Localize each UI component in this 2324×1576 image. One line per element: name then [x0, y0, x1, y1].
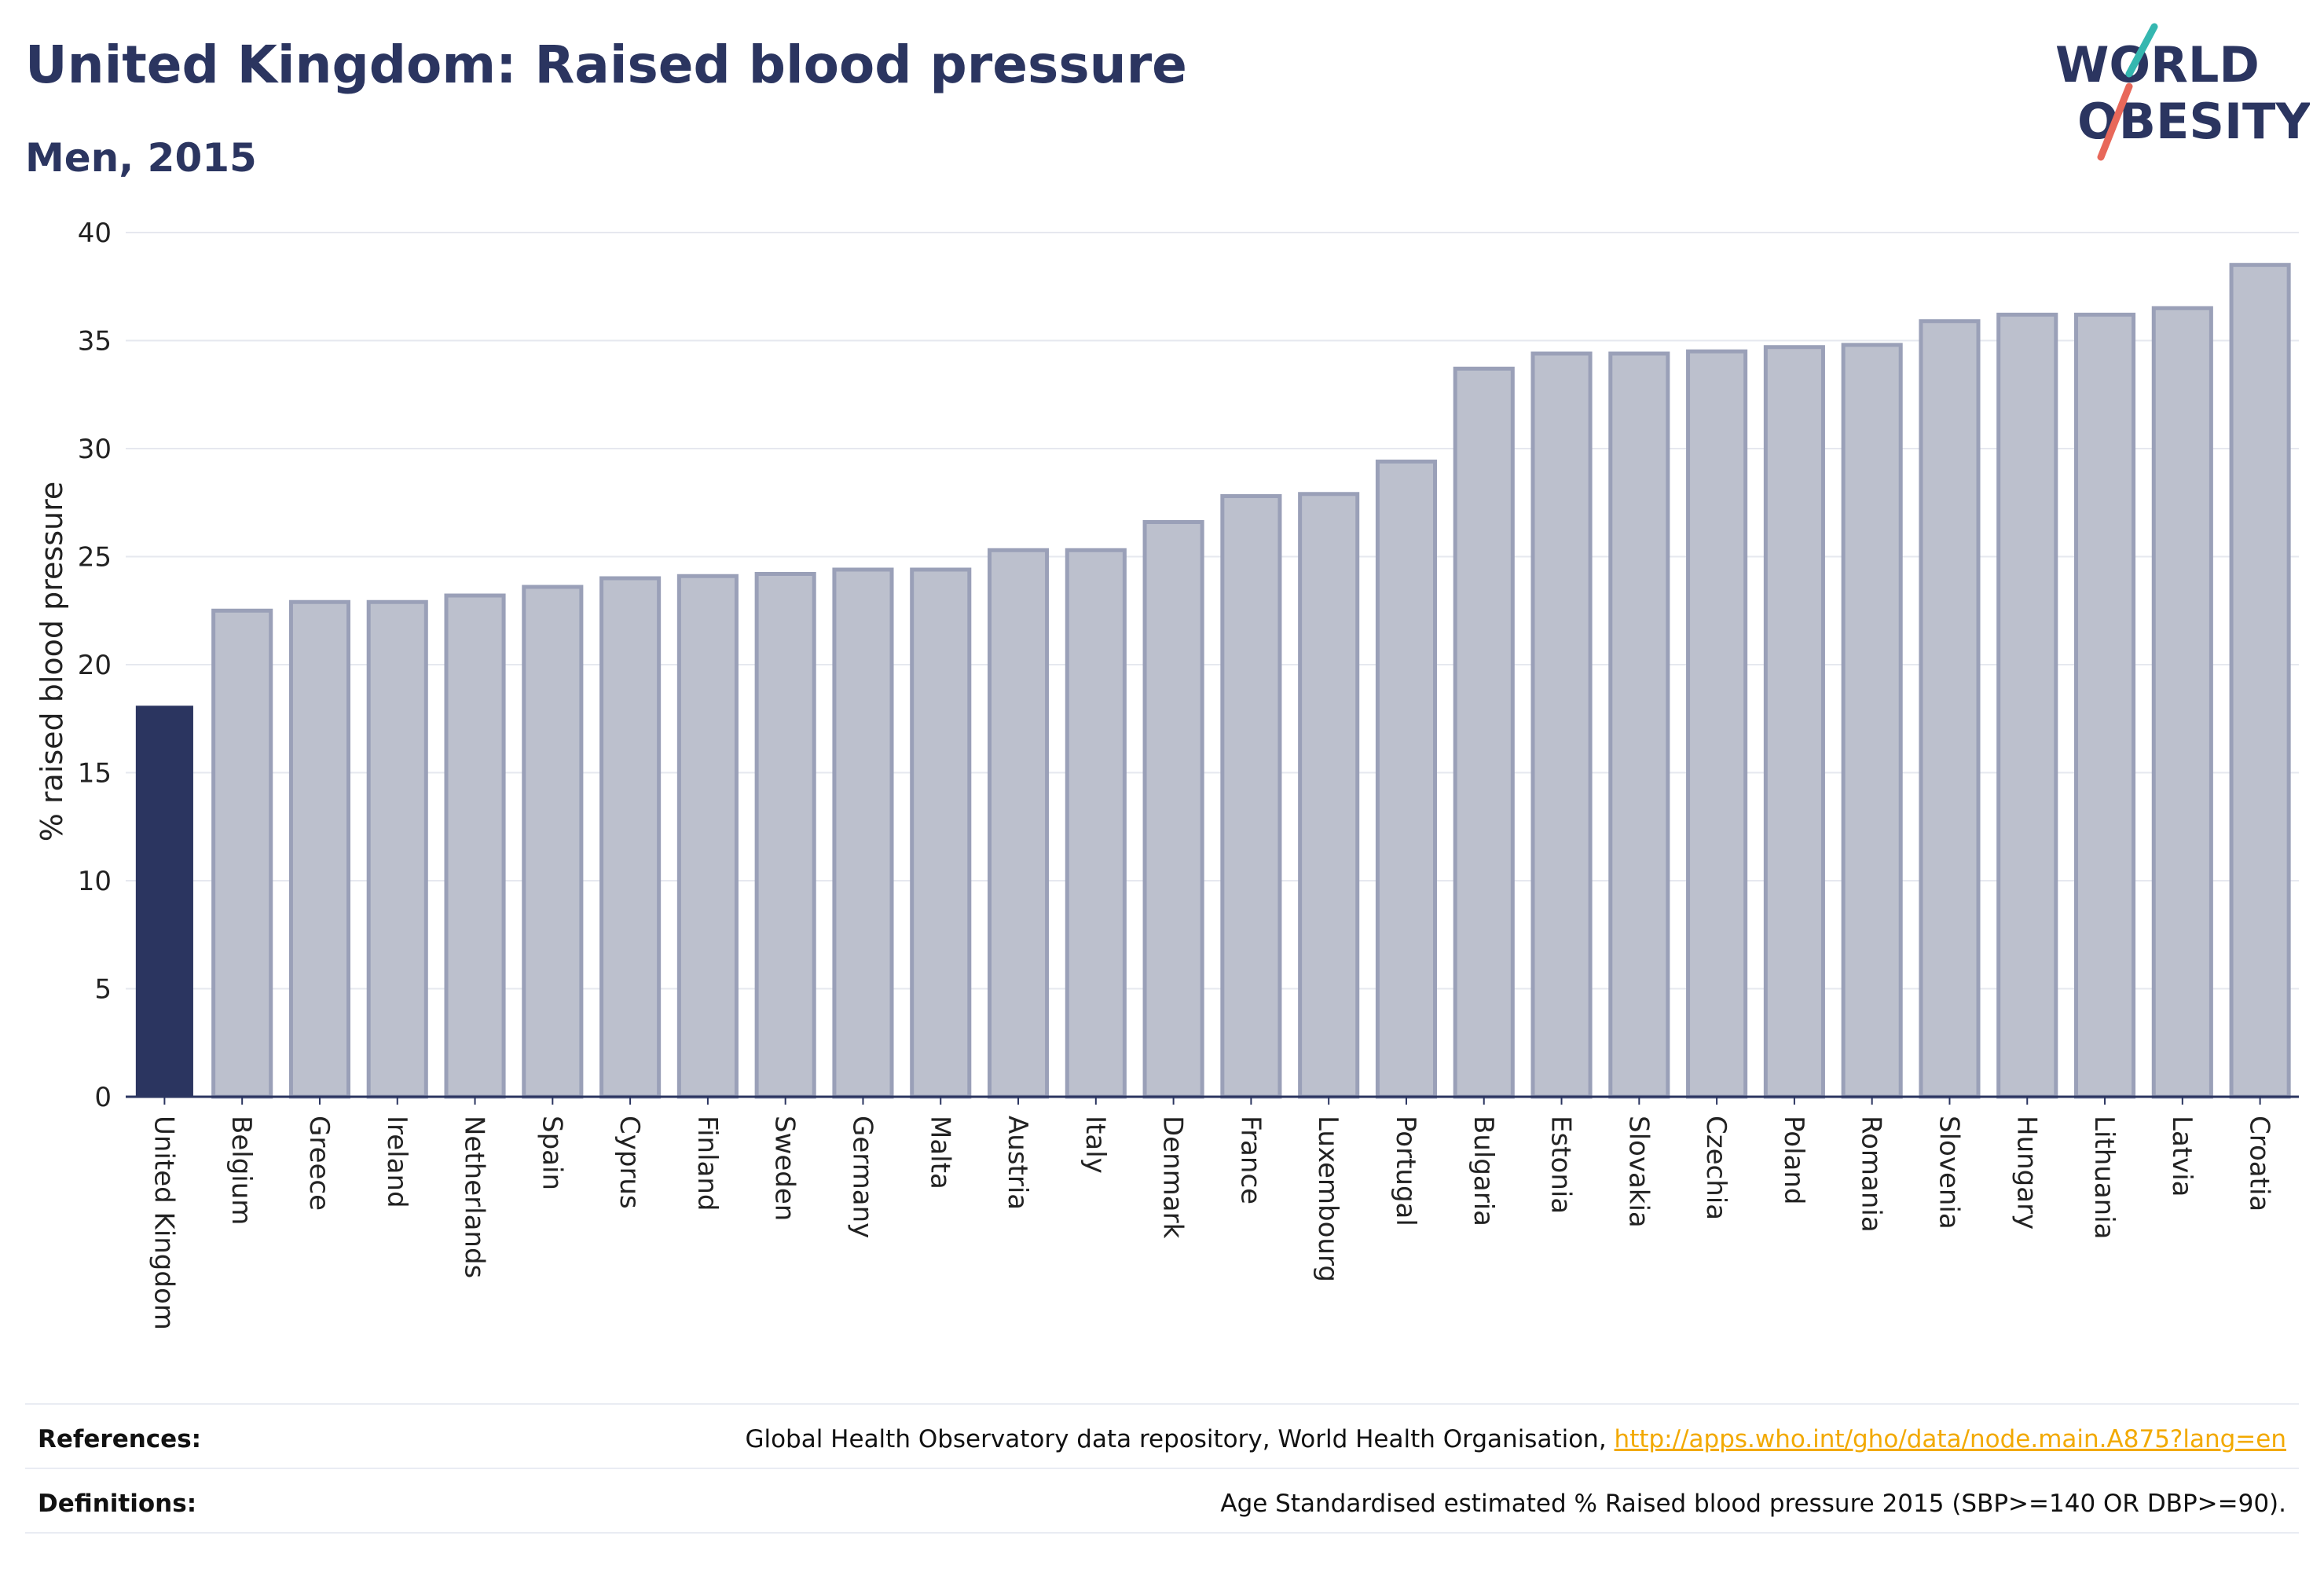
x-tick-label: Slovenia: [1933, 1116, 1964, 1230]
bar-sweden[interactable]: [754, 572, 816, 1099]
bar-luxembourg[interactable]: [1298, 492, 1360, 1099]
world-obesity-logo: WORLD OBESITY: [2055, 23, 2310, 161]
definitions-text: Age Standardised estimated % Raised bloo…: [1220, 1490, 2286, 1518]
x-tick-label: Latvia: [2166, 1116, 2198, 1197]
x-tick-label: Luxembourg: [1312, 1116, 1343, 1282]
x-tick-label: Cyprus: [614, 1116, 645, 1209]
references-value: Global Health Observatory data repositor…: [745, 1425, 2286, 1453]
definitions-row: Definitions: Age Standardised estimated …: [38, 1474, 2286, 1534]
x-tick-label: Croatia: [2244, 1116, 2275, 1211]
x-axis-ticks: United Kingdom Belgium Greece Ireland Nether…: [148, 1097, 2275, 1330]
x-tick-label: Netherlands: [459, 1116, 490, 1278]
x-tick-label: Italy: [1080, 1116, 1111, 1174]
x-tick-label: United Kingdom: [148, 1116, 179, 1330]
bar-lithuania[interactable]: [2073, 313, 2136, 1099]
x-tick-label: Sweden: [769, 1116, 801, 1221]
y-tick-label: 0: [94, 1082, 112, 1113]
y-tick-label: 15: [78, 758, 112, 790]
bar-spain[interactable]: [522, 585, 584, 1099]
bar-cyprus[interactable]: [599, 576, 662, 1099]
bar-greece[interactable]: [288, 599, 351, 1099]
bar-ireland[interactable]: [366, 599, 428, 1099]
logo-slash-coral: [2097, 82, 2133, 161]
y-tick-label: 40: [78, 218, 112, 249]
y-tick-label: 5: [94, 974, 112, 1006]
y-tick-label: 20: [78, 650, 112, 681]
x-tick-label: Belgium: [225, 1116, 257, 1225]
footer-divider: [25, 1468, 2299, 1469]
x-tick-label: Poland: [1778, 1116, 1809, 1205]
bar-latvia[interactable]: [2151, 306, 2213, 1099]
bar-estonia[interactable]: [1530, 351, 1593, 1099]
x-tick-label: Lithuania: [2088, 1116, 2120, 1239]
y-axis-label: % raised blood pressure: [35, 481, 69, 842]
chart-title: United Kingdom: Raised blood pressure: [25, 35, 1187, 95]
bar-netherlands[interactable]: [444, 593, 506, 1099]
footer-divider: [25, 1532, 2299, 1534]
bar-croatia[interactable]: [2229, 262, 2291, 1099]
bar-france[interactable]: [1220, 494, 1282, 1099]
bar-finland[interactable]: [676, 574, 739, 1099]
bar-poland[interactable]: [1763, 345, 1825, 1099]
x-tick-label: Portugal: [1390, 1116, 1421, 1226]
bar-chart: 0 5 10 15 20 25 30 35 40 United Kingdom Belgium Gr…: [78, 218, 2299, 1330]
definitions-label: Definitions:: [38, 1490, 197, 1518]
bar-germany[interactable]: [832, 567, 894, 1099]
bar-bulgaria[interactable]: [1453, 366, 1515, 1099]
bar-czechia[interactable]: [1686, 349, 1748, 1099]
x-tick-label: Romania: [1856, 1116, 1887, 1233]
references-link[interactable]: http://apps.who.int/gho/data/node.main.A…: [1614, 1425, 2286, 1453]
x-tick-label: Czechia: [1700, 1116, 1732, 1220]
chart-subtitle: Men, 2015: [25, 135, 257, 181]
bar-hungary[interactable]: [1996, 313, 2058, 1099]
x-tick-label: Austria: [1002, 1116, 1033, 1210]
bar-italy[interactable]: [1065, 548, 1127, 1099]
y-tick-label: 25: [78, 542, 112, 574]
footer-divider: [25, 1403, 2299, 1405]
x-tick-label: Spain: [536, 1116, 567, 1190]
bar-united-kingdom[interactable]: [135, 706, 193, 1097]
x-tick-label: Malta: [924, 1116, 955, 1189]
x-tick-label: France: [1234, 1116, 1266, 1204]
bar-romania[interactable]: [1841, 343, 1903, 1099]
x-tick-label: Finland: [691, 1116, 723, 1211]
y-tick-label: 30: [78, 434, 112, 465]
bar-portugal[interactable]: [1375, 460, 1438, 1099]
bar-denmark[interactable]: [1142, 520, 1204, 1099]
x-tick-label: Denmark: [1157, 1116, 1189, 1239]
references-text: Global Health Observatory data repositor…: [745, 1425, 1615, 1453]
x-tick-label: Germany: [846, 1116, 878, 1238]
logo-slash-teal: [2125, 23, 2158, 78]
x-tick-label: Greece: [303, 1116, 335, 1211]
bar-slovenia[interactable]: [1919, 319, 1981, 1099]
x-tick-label: Slovakia: [1622, 1116, 1654, 1228]
bar-belgium[interactable]: [211, 608, 273, 1099]
bar-malta[interactable]: [910, 567, 972, 1099]
logo-line-1: WORLD: [2055, 36, 2260, 93]
x-tick-label: Bulgaria: [1468, 1116, 1499, 1226]
bars: [135, 262, 2291, 1099]
references-row: References: Global Health Observatory da…: [38, 1409, 2286, 1469]
y-tick-label: 10: [78, 866, 112, 897]
y-tick-label: 35: [78, 326, 112, 357]
bar-slovakia[interactable]: [1608, 351, 1670, 1099]
bar-austria[interactable]: [987, 548, 1050, 1099]
x-tick-label: Estonia: [1545, 1116, 1577, 1214]
references-label: References:: [38, 1425, 202, 1453]
y-axis-ticks: 0 5 10 15 20 25 30 35 40: [78, 218, 112, 1113]
x-tick-label: Ireland: [381, 1116, 412, 1208]
x-tick-label: Hungary: [2011, 1116, 2042, 1230]
